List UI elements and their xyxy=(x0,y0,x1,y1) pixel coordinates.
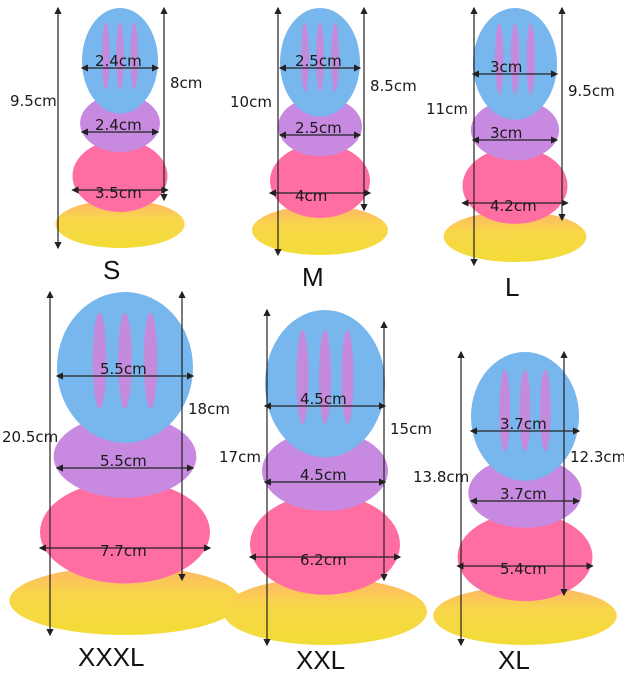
mid-width-label: 5.5cm xyxy=(100,452,147,470)
suction-base xyxy=(9,566,241,635)
head-stripe xyxy=(519,369,531,452)
base-width-label: 6.2cm xyxy=(300,551,347,569)
suction-base xyxy=(55,200,185,248)
insertable-length-label: 9.5cm xyxy=(568,82,615,100)
head-stripe xyxy=(301,22,309,92)
suction-base xyxy=(433,586,617,645)
size-label: M xyxy=(302,262,324,292)
base-width-label: 4.2cm xyxy=(490,197,537,215)
mid-width-label: 3.7cm xyxy=(500,485,547,503)
middle-ring xyxy=(468,457,582,528)
head-stripe xyxy=(526,23,535,95)
insertable-length-label: 18cm xyxy=(188,400,230,418)
head-stripe xyxy=(118,312,132,409)
size-label: S xyxy=(103,255,121,285)
insertable-length-label: 15cm xyxy=(390,420,432,438)
head-stripe xyxy=(319,330,331,424)
base-bulb xyxy=(250,494,400,595)
head-stripe xyxy=(116,22,124,90)
total-height-label: 20.5cm xyxy=(2,428,59,446)
product-xl xyxy=(433,350,617,647)
suction-base xyxy=(252,205,388,255)
product-m xyxy=(252,6,388,257)
middle-ring xyxy=(470,99,560,161)
head-stripe xyxy=(130,22,139,90)
base-width-label: 3.5cm xyxy=(95,184,142,202)
base-bulb xyxy=(270,143,370,218)
size-label: XXL xyxy=(296,645,346,675)
total-height-label: 13.8cm xyxy=(413,468,470,486)
mid-width-label: 2.4cm xyxy=(95,116,142,134)
insertable-length-label: 8.5cm xyxy=(370,77,417,95)
product-l xyxy=(443,6,587,267)
middle-ring xyxy=(262,430,388,511)
head-stripe xyxy=(331,22,339,92)
base-width-label: 7.7cm xyxy=(100,542,147,560)
middle-ring xyxy=(278,96,362,157)
insertable-length-label: 8cm xyxy=(170,74,203,92)
suction-base xyxy=(443,211,587,262)
total-height-label: 17cm xyxy=(219,448,261,466)
head-width-label: 3cm xyxy=(490,58,523,76)
head-width-label: 4.5cm xyxy=(300,390,347,408)
head-stripe xyxy=(143,312,158,409)
head-stripe xyxy=(101,22,110,90)
insertable-length-label: 12.3cm xyxy=(570,448,624,466)
product-xxl xyxy=(223,308,427,647)
head-width-label: 3.7cm xyxy=(500,415,547,433)
head-stripe xyxy=(539,369,551,452)
head-width-label: 5.5cm xyxy=(100,360,147,378)
total-height-label: 9.5cm xyxy=(10,92,57,110)
head-stripe xyxy=(341,330,354,424)
suction-base xyxy=(223,578,427,645)
base-width-label: 4cm xyxy=(295,187,328,205)
head-stripe xyxy=(499,369,511,452)
size-label: L xyxy=(505,272,520,302)
mid-width-label: 3cm xyxy=(490,124,523,142)
middle-ring xyxy=(80,94,160,152)
head-stripe xyxy=(92,312,107,409)
mid-width-label: 2.5cm xyxy=(295,119,342,137)
base-width-label: 5.4cm xyxy=(500,560,547,578)
product-s xyxy=(54,6,185,250)
base-bulb xyxy=(72,140,168,212)
size-label: XL xyxy=(498,645,530,675)
middle-ring xyxy=(53,415,197,498)
head-stripe xyxy=(296,330,309,424)
product-xxxl xyxy=(9,290,241,637)
head-width-label: 2.5cm xyxy=(295,52,342,70)
total-height-label: 10cm xyxy=(230,93,272,111)
total-height-label: 11cm xyxy=(426,100,468,118)
mid-width-label: 4.5cm xyxy=(300,466,347,484)
base-bulb xyxy=(40,480,210,584)
head-width-label: 2.4cm xyxy=(95,52,142,70)
size-label: XXXL xyxy=(78,642,145,672)
base-bulb xyxy=(457,513,593,602)
head-stripe xyxy=(316,22,324,92)
